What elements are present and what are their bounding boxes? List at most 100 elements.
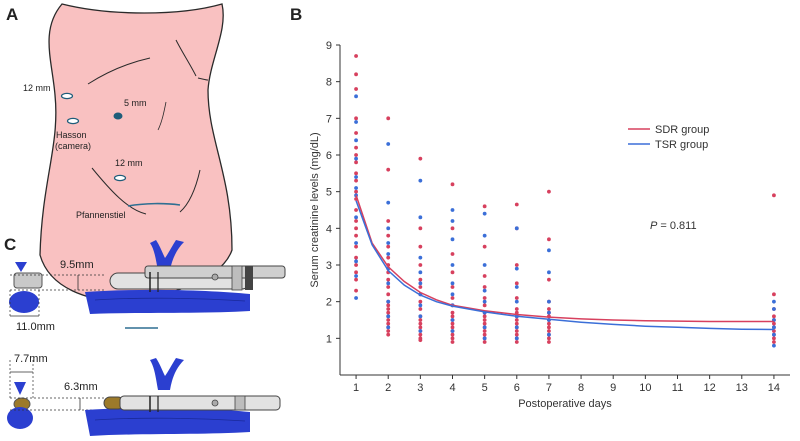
tsr-data-point	[482, 233, 487, 238]
tsr-data-point	[354, 120, 358, 124]
upper-diameter-label: 11.0mm	[16, 321, 55, 333]
x-ticks-group: 1 2 3 4 5 6 7 8 9 10 11 12 13 14	[353, 375, 780, 394]
tsr-data-point	[418, 255, 423, 260]
p-value-number: = 0.811	[657, 220, 696, 232]
sdr-data-point	[386, 277, 391, 282]
sdr-data-point	[514, 329, 519, 333]
sdr-data-point	[418, 285, 423, 289]
lower-vessel-section-icon	[7, 407, 33, 429]
sdr-data-point	[450, 321, 455, 326]
upper-vessel-top-icon	[150, 240, 184, 270]
flank-line	[197, 77, 209, 81]
y-tick-label: 7	[326, 113, 332, 125]
tsr-data-point	[772, 325, 776, 330]
panel-c: C 9.5mm 11.0mm 7.7mm	[4, 235, 286, 436]
tsr-data-point	[386, 241, 391, 245]
tsr-data-point	[354, 138, 358, 143]
sdr-data-point	[386, 332, 391, 337]
sdr-data-point	[547, 189, 551, 194]
data-points-group	[354, 54, 776, 348]
x-tick-label: 1	[353, 382, 359, 394]
sdr-data-point	[354, 255, 358, 260]
sdr-data-point	[482, 303, 487, 308]
y-tick-label: 4	[326, 223, 332, 235]
tsr-data-point	[450, 237, 455, 242]
sdr-data-point	[514, 202, 519, 207]
sdr-data-point	[514, 321, 519, 326]
x-tick-label: 11	[672, 382, 683, 394]
tsr-data-point	[482, 325, 487, 330]
sdr-data-point	[354, 263, 358, 267]
tsr-data-point	[450, 281, 455, 286]
upper-vessel-section-icon	[9, 291, 39, 313]
sdr-data-point	[418, 263, 423, 267]
sdr-data-point	[354, 153, 358, 157]
tsr-data-point	[547, 270, 551, 275]
x-tick-label: 4	[449, 382, 455, 394]
x-tick-label: 12	[704, 382, 716, 394]
port-12mm-left-icon	[60, 92, 74, 100]
sdr-data-point	[772, 340, 776, 344]
tsr-data-point	[354, 186, 358, 190]
trend-lines-group	[355, 195, 774, 331]
tsr-data-point	[450, 219, 455, 223]
sdr-data-point	[354, 226, 358, 231]
pfannenstiel-label: Pfannenstiel	[76, 210, 126, 220]
sdr-data-point	[354, 160, 358, 165]
sdr-data-point	[418, 244, 423, 249]
sdr-data-point	[514, 318, 519, 322]
groin-line-right	[179, 169, 201, 213]
tsr-data-point	[482, 299, 487, 304]
sdr-data-point	[354, 288, 358, 293]
tsr-data-point	[547, 310, 551, 315]
chart-legend: SDR group TSR group	[628, 124, 709, 151]
port-12mm-lower-label: 12 mm	[115, 158, 143, 168]
lower-vessel-top-icon	[150, 358, 184, 390]
sdr-data-point	[354, 116, 358, 121]
sdr-data-point	[354, 189, 358, 194]
sdr-data-point	[482, 285, 487, 289]
sdr-data-point	[354, 277, 358, 282]
tsr-trend-line	[355, 200, 774, 331]
sdr-data-point	[450, 270, 455, 275]
sdr-data-point	[547, 325, 551, 330]
legend-tsr-label: TSR group	[655, 139, 708, 151]
tsr-data-point	[418, 303, 423, 308]
sdr-data-point	[547, 277, 551, 282]
sdr-data-point	[418, 277, 423, 282]
sdr-data-point	[386, 167, 391, 172]
tsr-data-point	[418, 178, 423, 183]
tsr-data-point	[418, 270, 423, 275]
tsr-data-point	[386, 281, 391, 286]
p-value-annotation: P = 0.811	[650, 220, 697, 232]
sdr-data-point	[386, 255, 391, 260]
tsr-data-point	[514, 299, 519, 304]
sdr-data-point	[450, 296, 455, 300]
port-5mm-icon	[113, 112, 123, 120]
tsr-data-point	[354, 215, 358, 220]
sdr-data-point	[450, 252, 455, 256]
sdr-data-point	[514, 310, 519, 315]
tsr-data-point	[514, 285, 519, 289]
sdr-data-point	[386, 244, 391, 249]
lower-width-label: 6.3mm	[64, 381, 98, 393]
sdr-data-point	[482, 274, 487, 278]
hasson-camera-label: (camera)	[55, 141, 91, 151]
sdr-data-point	[386, 233, 391, 238]
tsr-data-point	[482, 336, 487, 341]
sdr-data-point	[514, 281, 519, 286]
y-tick-label: 5	[326, 187, 332, 199]
sdr-data-point	[514, 307, 519, 311]
x-tick-label: 3	[417, 382, 423, 394]
sdr-data-point	[450, 332, 455, 337]
tsr-data-point	[354, 241, 358, 245]
sdr-data-point	[354, 54, 358, 58]
hasson-label: Hasson	[56, 130, 87, 140]
sdr-data-point	[547, 340, 551, 344]
sdr-data-point	[772, 314, 776, 319]
x-tick-label: 2	[385, 382, 391, 394]
sdr-data-point	[514, 332, 519, 337]
lower-vessel-cut-icon	[14, 382, 26, 395]
